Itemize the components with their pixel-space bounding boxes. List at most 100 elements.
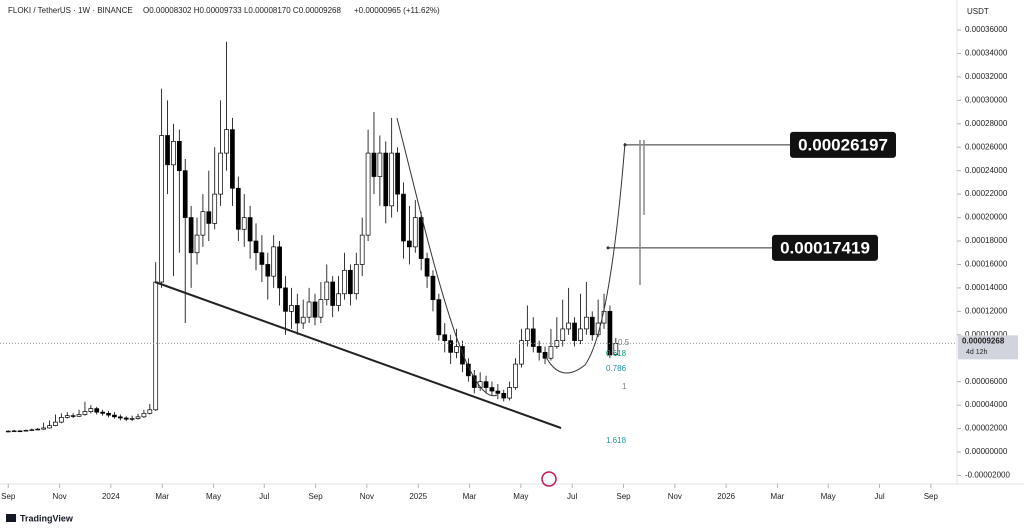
- candle-body: [88, 408, 94, 412]
- candle-body: [265, 264, 271, 277]
- candle-body: [365, 152, 371, 236]
- candle-body: [277, 246, 282, 289]
- target-label: 0.00017419: [780, 238, 870, 257]
- candle-body: [11, 430, 17, 433]
- candle-body: [47, 425, 52, 429]
- candle-body: [29, 429, 35, 431]
- candle-body: [566, 322, 571, 330]
- candle-body: [377, 152, 383, 177]
- candle-body: [147, 409, 153, 414]
- x-tick-label: Jul: [259, 492, 269, 501]
- candle-body: [283, 287, 288, 312]
- logo-icon: [541, 471, 557, 487]
- fib-label: 0.5: [618, 338, 630, 347]
- candle-body: [206, 211, 212, 224]
- x-tick-label: Nov: [52, 492, 66, 501]
- y-tick-label: 0.00012000: [965, 306, 1008, 315]
- candle-body: [230, 129, 235, 189]
- x-tick-label: May: [513, 492, 528, 501]
- x-tick-label: Nov: [360, 492, 374, 501]
- ohlc: O0.00008302 H0.00009733 L0.00008170 C0.0…: [143, 6, 342, 15]
- candle-body: [76, 414, 82, 417]
- candle-body: [294, 305, 300, 324]
- candle-body: [117, 416, 123, 419]
- candle-body: [94, 408, 100, 413]
- candle-body: [300, 316, 306, 324]
- candle-body: [64, 415, 70, 418]
- candle-body: [135, 416, 141, 419]
- x-tick-label: Sep: [308, 492, 323, 501]
- y-tick-label: 0.00016000: [965, 260, 1008, 269]
- candle-body: [212, 193, 218, 224]
- candle-body: [23, 429, 29, 432]
- candle-body: [247, 217, 253, 242]
- candle-body: [106, 412, 111, 416]
- candle-body: [548, 346, 554, 359]
- plot: 0.00036000 0.00034000 0.00032000 0.00030000…: [0, 25, 1018, 501]
- candle-body: [171, 141, 176, 166]
- y-tick-label: 0.00034000: [965, 49, 1008, 58]
- target-box: [772, 234, 878, 261]
- countdown: 4d 12h: [966, 349, 988, 356]
- candle-body: [289, 305, 294, 312]
- x-tick-label: Sep: [616, 492, 631, 501]
- candle-body: [513, 363, 518, 388]
- candle-body: [418, 217, 424, 259]
- x-tick-label: Mar: [463, 492, 477, 501]
- x-tick-label: 2026: [717, 492, 735, 501]
- candle-body: [253, 240, 259, 254]
- candle-body: [424, 258, 430, 277]
- candle-body: [519, 340, 524, 365]
- target-label: 0.00026197: [798, 135, 888, 154]
- candle-body: [460, 346, 465, 365]
- candle-body: [448, 340, 454, 353]
- target-point: [606, 246, 610, 250]
- x-tick-label: 2024: [102, 492, 120, 501]
- candle-body: [153, 281, 159, 411]
- y-tick-label: 0.00000000: [965, 447, 1008, 456]
- candle-body: [318, 299, 324, 318]
- candle-body: [200, 211, 206, 236]
- y-tick-label: 0.00002000: [965, 424, 1008, 433]
- candle-body: [483, 381, 489, 388]
- drawing: [396, 117, 498, 397]
- fib-label: 1.618: [606, 436, 627, 445]
- candle-body: [589, 316, 595, 336]
- x-tick-label: Sep: [924, 492, 939, 501]
- candle-body: [141, 412, 147, 418]
- candle-body: [407, 240, 412, 248]
- candle-body: [395, 152, 400, 195]
- x-tick-label: May: [206, 492, 221, 501]
- x-tick-label: Mar: [771, 492, 785, 501]
- candle-body: [123, 417, 129, 420]
- candle-body: [17, 430, 23, 433]
- candle-body: [188, 217, 194, 254]
- trend-line: [154, 281, 562, 429]
- candle-body: [389, 152, 395, 207]
- candle-body: [359, 234, 365, 265]
- candle-body: [271, 246, 277, 277]
- candle-body: [530, 328, 536, 347]
- symbol: FLOKI / TetherUS · 1W · BINANCE: [8, 6, 133, 15]
- fib-label: 0.786: [606, 364, 627, 373]
- x-tick-label: Mar: [155, 492, 169, 501]
- candle-body: [224, 129, 229, 154]
- fib-label: 0.618: [606, 349, 627, 358]
- candle-body: [324, 281, 330, 300]
- y-tick-label: 0.00022000: [965, 189, 1008, 198]
- candle-body: [194, 234, 200, 254]
- candle-body: [583, 316, 589, 330]
- change: +0.00000965 (+11.62%): [354, 6, 440, 15]
- y-tick-label: 0.00028000: [965, 119, 1008, 128]
- candle-body: [371, 152, 377, 177]
- candle-body: [159, 135, 164, 283]
- candle-body: [572, 322, 577, 341]
- y-tick-label: 0.00030000: [965, 95, 1008, 104]
- candle-body: [495, 390, 501, 394]
- candle-body: [342, 269, 347, 295]
- y-axis-label: USDT: [967, 7, 989, 16]
- candle-body: [312, 301, 318, 318]
- fib-label: 1: [622, 382, 627, 391]
- y-tick-label: -0.00002000: [965, 471, 1010, 480]
- candle-body: [501, 393, 507, 399]
